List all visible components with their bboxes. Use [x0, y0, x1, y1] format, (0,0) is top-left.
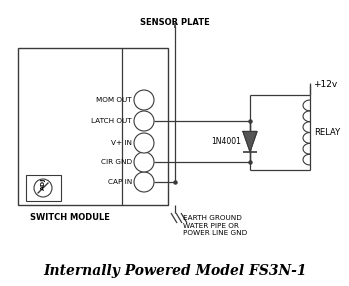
Circle shape	[134, 90, 154, 110]
Circle shape	[134, 172, 154, 192]
Text: Internally Powered Model FS3N-1: Internally Powered Model FS3N-1	[43, 264, 307, 278]
Text: SWITCH MODULE: SWITCH MODULE	[30, 213, 110, 222]
Text: CIR GND: CIR GND	[101, 159, 132, 165]
Text: LATCH OUT: LATCH OUT	[91, 118, 132, 124]
Text: +12v: +12v	[313, 80, 337, 89]
Text: SENSOR PLATE: SENSOR PLATE	[140, 18, 210, 27]
Circle shape	[134, 133, 154, 153]
Text: CAP IN: CAP IN	[108, 179, 132, 185]
Text: V+ IN: V+ IN	[111, 140, 132, 146]
Text: ADJ: ADJ	[40, 178, 45, 190]
Bar	[18, 48, 168, 205]
Circle shape	[134, 111, 154, 131]
Text: 1N4001: 1N4001	[211, 137, 241, 146]
Text: EARTH GROUND
WATER PIPE OR
POWER LINE GND: EARTH GROUND WATER PIPE OR POWER LINE GN…	[183, 215, 247, 236]
Bar	[26, 175, 61, 201]
Text: MOM OUT: MOM OUT	[96, 97, 132, 103]
Polygon shape	[243, 132, 257, 152]
Text: RELAY: RELAY	[314, 128, 340, 137]
Circle shape	[134, 152, 154, 172]
